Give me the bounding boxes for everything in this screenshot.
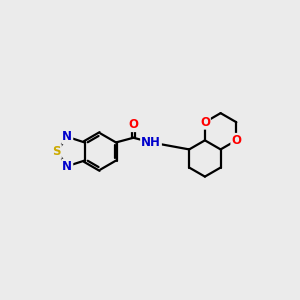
Text: O: O xyxy=(128,118,139,131)
Text: O: O xyxy=(231,134,241,147)
Text: O: O xyxy=(200,116,210,129)
Text: N: N xyxy=(62,130,72,143)
Text: S: S xyxy=(52,145,61,158)
Text: NH: NH xyxy=(141,136,161,149)
Text: N: N xyxy=(62,160,72,173)
